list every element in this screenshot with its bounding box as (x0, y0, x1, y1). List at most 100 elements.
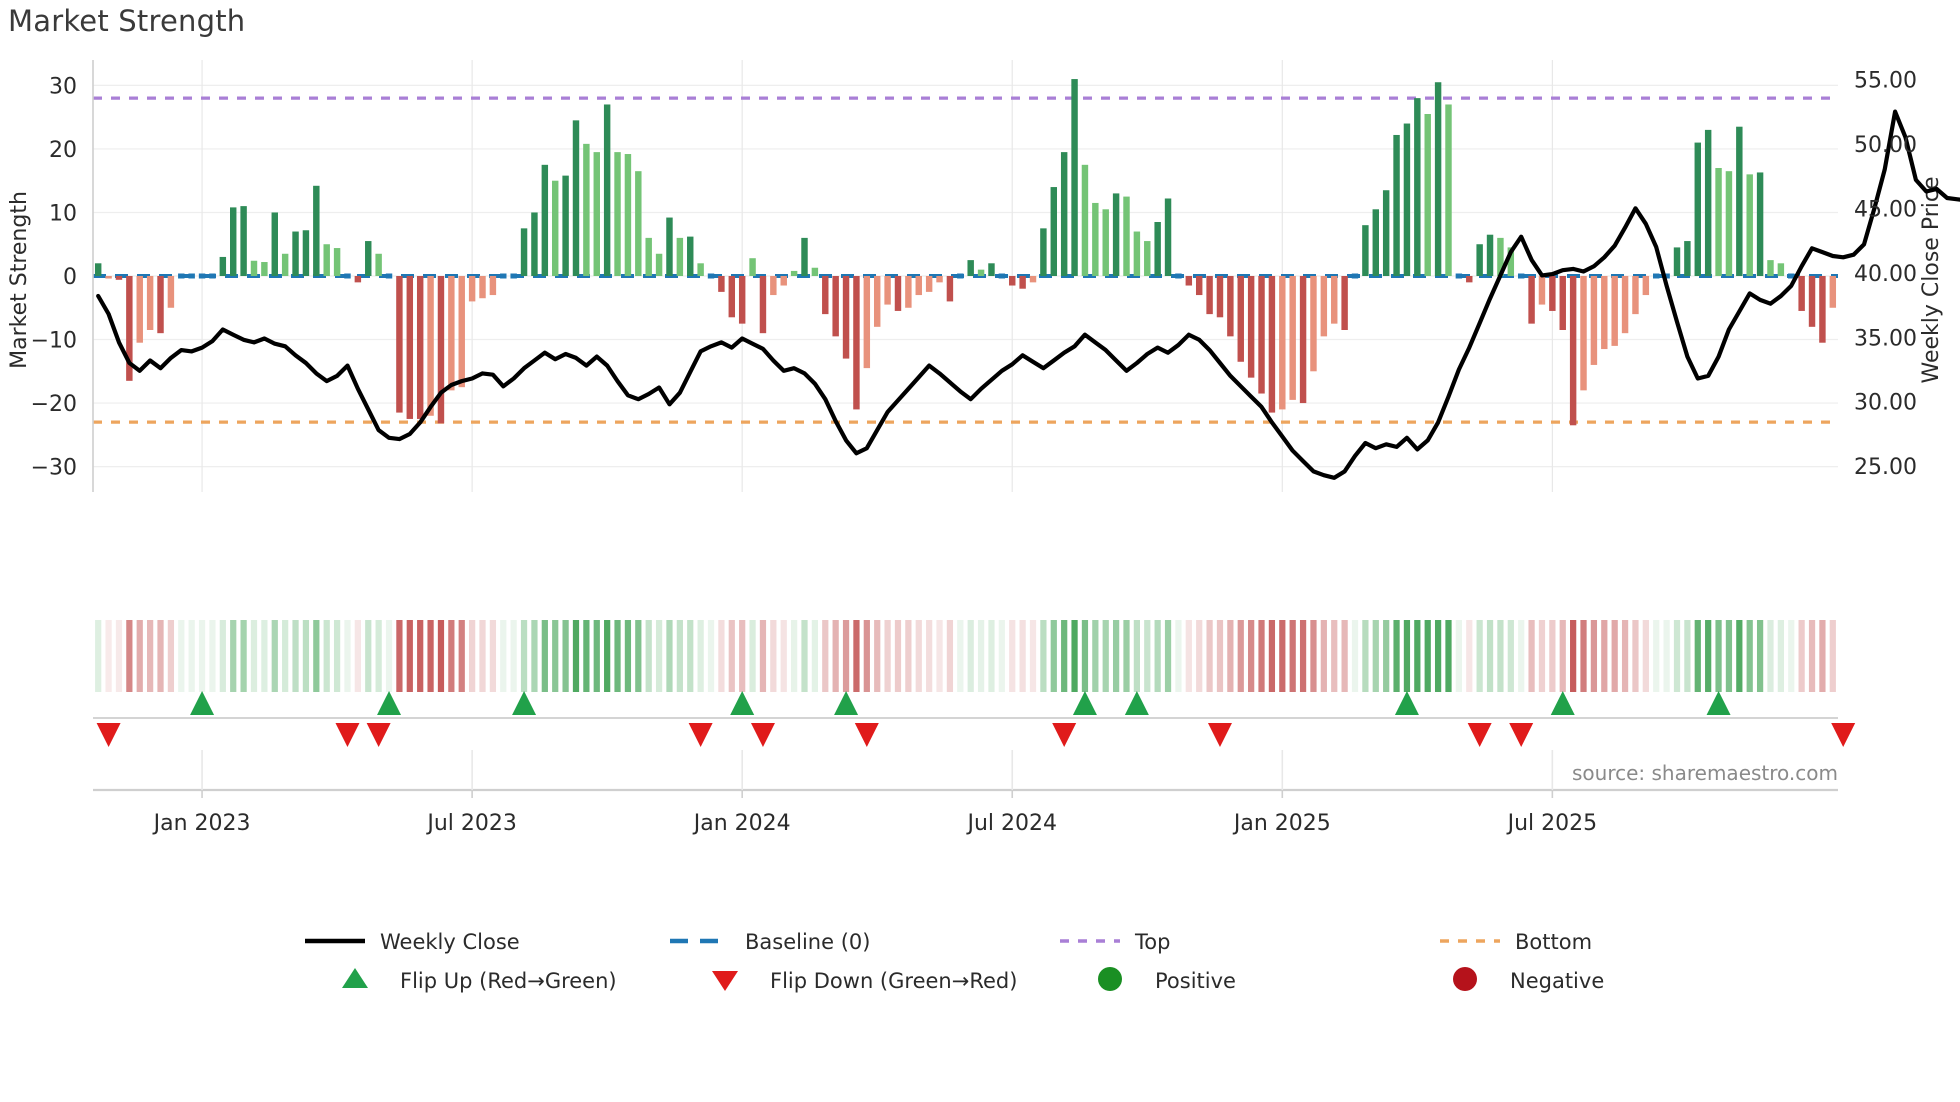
zero-bar (1663, 273, 1670, 279)
flip-down-marker (750, 723, 775, 747)
strength-bar (1829, 276, 1837, 308)
strength-bar (1528, 276, 1535, 324)
heat-cell (1632, 620, 1639, 692)
zero-bar (510, 273, 517, 279)
heat-cell (105, 620, 112, 692)
legend-label: Bottom (1515, 930, 1592, 954)
strength-bar (1621, 276, 1629, 334)
right-axis-ticks: 55.00 50.00 45.00 40.00 35.00 30.00 25.00 (1854, 68, 1917, 480)
heat-cell (1466, 620, 1473, 692)
heat-cell (1549, 620, 1556, 692)
strength-bar (365, 241, 372, 276)
strength-bar (437, 276, 445, 424)
strength-bar (551, 180, 559, 276)
heat-cell (926, 620, 933, 692)
heat-cell (385, 620, 393, 692)
heat-cell (1424, 620, 1431, 692)
strength-bar (1372, 209, 1380, 276)
strength-bar (1746, 174, 1753, 276)
legend-item[interactable]: Flip Up (Red→Green) (342, 968, 617, 993)
heat-cell (500, 620, 507, 692)
heat-cell (1383, 620, 1390, 692)
strength-bar (1777, 263, 1785, 276)
heat-cell (1019, 620, 1026, 692)
strength-bar (1819, 276, 1826, 343)
legend-item[interactable]: Positive (1098, 967, 1236, 993)
heat-cell (1767, 620, 1774, 692)
weekly-close-line (96, 109, 1960, 480)
strength-bar (728, 276, 736, 318)
heat-cell (1653, 620, 1660, 692)
circle-icon (1453, 967, 1477, 991)
source-attribution: source: sharemaestro.com (1572, 761, 1838, 785)
heat-cell (801, 620, 808, 692)
heat-cell (1497, 620, 1504, 692)
heat-cell (1673, 620, 1681, 692)
heat-cell (1248, 620, 1255, 692)
strength-bar (157, 276, 164, 334)
heat-cell (791, 620, 798, 692)
heat-cell (178, 620, 185, 692)
strength-bars (94, 79, 1837, 426)
strength-bar (1715, 168, 1722, 276)
heat-cell (1486, 620, 1494, 692)
heat-cell (282, 620, 289, 692)
heat-cell (624, 620, 632, 692)
strength-bar (884, 276, 891, 305)
heat-cell (147, 620, 154, 692)
strength-bar (541, 164, 549, 276)
heat-cell (323, 620, 330, 692)
heat-cell (333, 620, 341, 692)
heat-cell (811, 620, 819, 692)
strength-bar (936, 276, 943, 283)
strength-bar (1019, 276, 1026, 289)
legend-item[interactable]: Bottom (1440, 930, 1592, 954)
strength-bar (1060, 152, 1068, 276)
strength-bar (167, 276, 175, 308)
strength-bar (261, 262, 268, 276)
legend-item[interactable]: Weekly Close (305, 930, 520, 954)
strength-bar (406, 276, 414, 419)
legend-item[interactable]: Flip Down (Green→Red) (712, 969, 1017, 993)
heat-cell (489, 620, 497, 692)
strength-bar (458, 276, 465, 388)
legend-label: Positive (1155, 969, 1236, 993)
strength-bar (489, 276, 497, 296)
heat-cell (1341, 620, 1348, 692)
heat-cell (510, 620, 517, 692)
heat-cell (261, 620, 268, 692)
strength-bar (1445, 104, 1452, 277)
legend-item[interactable]: Negative (1453, 967, 1604, 993)
heat-cell (240, 620, 247, 692)
heat-cell (458, 620, 465, 692)
strength-bar (479, 276, 486, 299)
heat-cell (1227, 620, 1234, 692)
heat-cell (427, 620, 434, 692)
heat-cell (1663, 620, 1670, 692)
zero-bar (198, 273, 206, 279)
heat-cell (541, 620, 548, 692)
legend-label: Negative (1510, 969, 1604, 993)
heat-cell (666, 620, 673, 692)
heat-cell (1071, 620, 1078, 692)
chart-legend[interactable]: Weekly Close Baseline (0) Top Bottom Flip Up… (305, 930, 1604, 993)
heat-cell (95, 620, 102, 692)
x-tick-label: Jul 2023 (425, 811, 517, 836)
legend-item[interactable]: Top (1060, 930, 1170, 954)
strength-bar (853, 276, 860, 410)
legend-item[interactable]: Baseline (0) (670, 930, 870, 954)
flip-up-marker (1394, 691, 1419, 715)
heat-cell (198, 620, 206, 692)
triangle-up-icon (342, 968, 368, 988)
strength-bar (1299, 276, 1307, 404)
strength-bar (1279, 276, 1286, 410)
heat-cell (946, 620, 954, 692)
strength-bar (562, 175, 569, 276)
heat-cell (1372, 620, 1379, 692)
heat-cell (1694, 620, 1701, 692)
zero-bar (1175, 273, 1182, 279)
heat-cell (126, 620, 133, 692)
heat-cell (697, 620, 704, 692)
heat-cell (1528, 620, 1535, 692)
